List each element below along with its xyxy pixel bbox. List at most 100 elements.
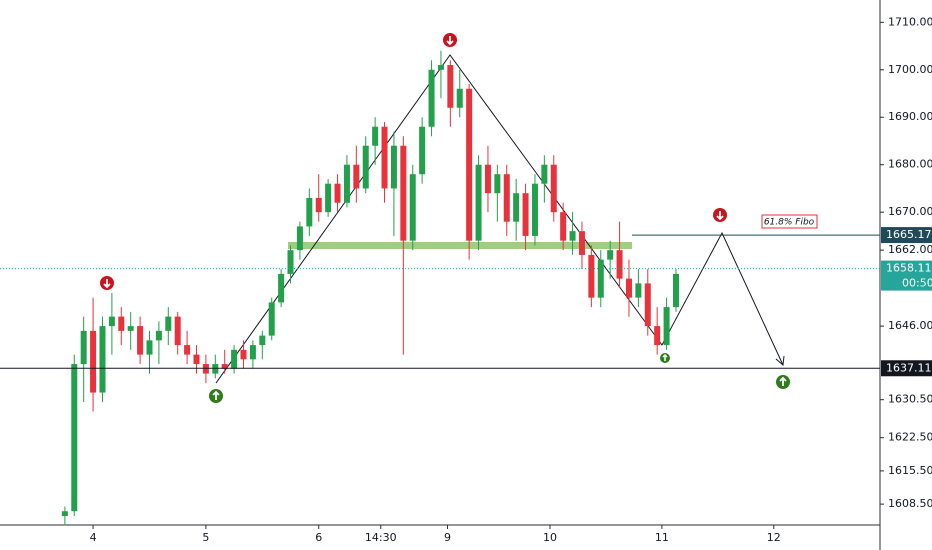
- candle-body: [174, 316, 181, 346]
- candle-body: [635, 283, 642, 298]
- y-tick-label: 1662.000: [888, 243, 932, 256]
- candle-body: [409, 174, 416, 241]
- candle-body: [165, 316, 172, 331]
- candle-body: [456, 88, 463, 108]
- candle-body: [193, 354, 200, 365]
- x-tick-label: 9: [444, 531, 451, 544]
- x-tick-label: 4: [90, 531, 97, 544]
- y-tick-label: 1690.000: [888, 110, 932, 123]
- price-badge: [881, 227, 932, 244]
- candle-body: [484, 164, 491, 194]
- candle-body: [362, 145, 369, 189]
- candle-body: [353, 164, 360, 189]
- y-tick-label: 1630.500: [888, 393, 932, 406]
- candle-body: [503, 174, 510, 222]
- price-badge-text: 1665.176: [886, 228, 932, 241]
- candle-body: [578, 231, 585, 255]
- candle-body: [560, 212, 567, 241]
- candle-body: [588, 254, 595, 298]
- candle-body: [644, 283, 651, 327]
- candle-body: [184, 345, 191, 355]
- annotation-text: 61.8% Fibo: [764, 218, 815, 228]
- x-tick-label: 14:30: [365, 531, 397, 544]
- candle-body: [334, 183, 341, 203]
- y-tick-label: 1622.500: [888, 431, 932, 444]
- candle-body: [372, 126, 379, 146]
- countdown-text: 00:50: [902, 277, 932, 290]
- candle-body: [127, 326, 134, 331]
- candle-body: [146, 340, 153, 355]
- candle-body: [118, 316, 125, 331]
- candle-body: [61, 511, 68, 516]
- candle-body: [155, 330, 162, 341]
- support-zone: [288, 242, 632, 249]
- y-tick-label: 1710.000: [888, 15, 932, 28]
- candle-body: [287, 250, 294, 274]
- candle-body: [221, 364, 228, 369]
- candle-body: [108, 316, 115, 327]
- candle-body: [137, 326, 144, 355]
- candle-body: [672, 273, 679, 308]
- x-tick-label: 6: [315, 531, 322, 544]
- candle-body: [550, 164, 557, 213]
- candle-body: [296, 226, 303, 251]
- x-tick-label: 5: [202, 531, 209, 544]
- candle-body: [597, 259, 604, 298]
- candle-body: [315, 197, 322, 213]
- price-badge: [881, 260, 932, 291]
- candle-body: [381, 126, 388, 189]
- candle-body: [569, 231, 576, 241]
- layout: 61.8% Fibo: [0, 0, 881, 550]
- candle-body: [475, 164, 482, 241]
- candle-body: [259, 335, 266, 346]
- candle-body: [625, 278, 632, 298]
- y-tick-label: 1615.500: [888, 464, 932, 477]
- candle-body: [428, 69, 435, 127]
- candle-body: [212, 364, 219, 374]
- candle-body: [202, 364, 209, 374]
- candle-body: [522, 193, 529, 236]
- zigzag-drawing: [215, 54, 784, 384]
- candle-body: [437, 65, 444, 70]
- candle-body: [541, 164, 548, 184]
- up-arrow-icon: [660, 353, 670, 363]
- candle-body: [249, 345, 256, 360]
- down-arrow-icon: [443, 33, 457, 47]
- candle-body: [400, 145, 407, 241]
- candle-body: [80, 330, 87, 365]
- price-badge: [881, 360, 932, 377]
- candle-body: [240, 349, 247, 360]
- candle-body: [306, 197, 313, 227]
- candle-body: [513, 193, 520, 222]
- candle-body: [663, 307, 670, 346]
- candle-body: [466, 88, 473, 241]
- candle-body: [278, 273, 285, 303]
- y-tick-label: 1680.000: [888, 158, 932, 171]
- up-arrow-icon: [209, 389, 223, 403]
- candle-body: [447, 65, 454, 108]
- x-tick-label: 11: [655, 531, 669, 544]
- candle-body: [531, 183, 538, 236]
- price-badge-text: 1637.119: [886, 361, 932, 374]
- x-tick-label: 12: [767, 531, 781, 544]
- candle-body: [71, 364, 78, 512]
- candle-body: [325, 183, 332, 213]
- candle-body: [494, 174, 501, 194]
- candle-body: [607, 250, 614, 260]
- candle-body: [231, 349, 238, 369]
- down-arrow-icon: [713, 208, 727, 222]
- candle-body: [616, 250, 623, 279]
- y-tick-label: 1608.500: [888, 497, 932, 510]
- candle-body: [268, 302, 275, 336]
- arrow-head: [775, 355, 785, 366]
- candle-body: [343, 164, 350, 203]
- x-tick-label: 10: [543, 531, 557, 544]
- y-tick-label: 1646.000: [888, 319, 932, 332]
- candle-body: [90, 330, 97, 393]
- candle-body: [99, 326, 106, 393]
- candle-body: [654, 326, 661, 346]
- y-tick-label: 1700.000: [888, 63, 932, 76]
- down-arrow-icon: [100, 276, 114, 290]
